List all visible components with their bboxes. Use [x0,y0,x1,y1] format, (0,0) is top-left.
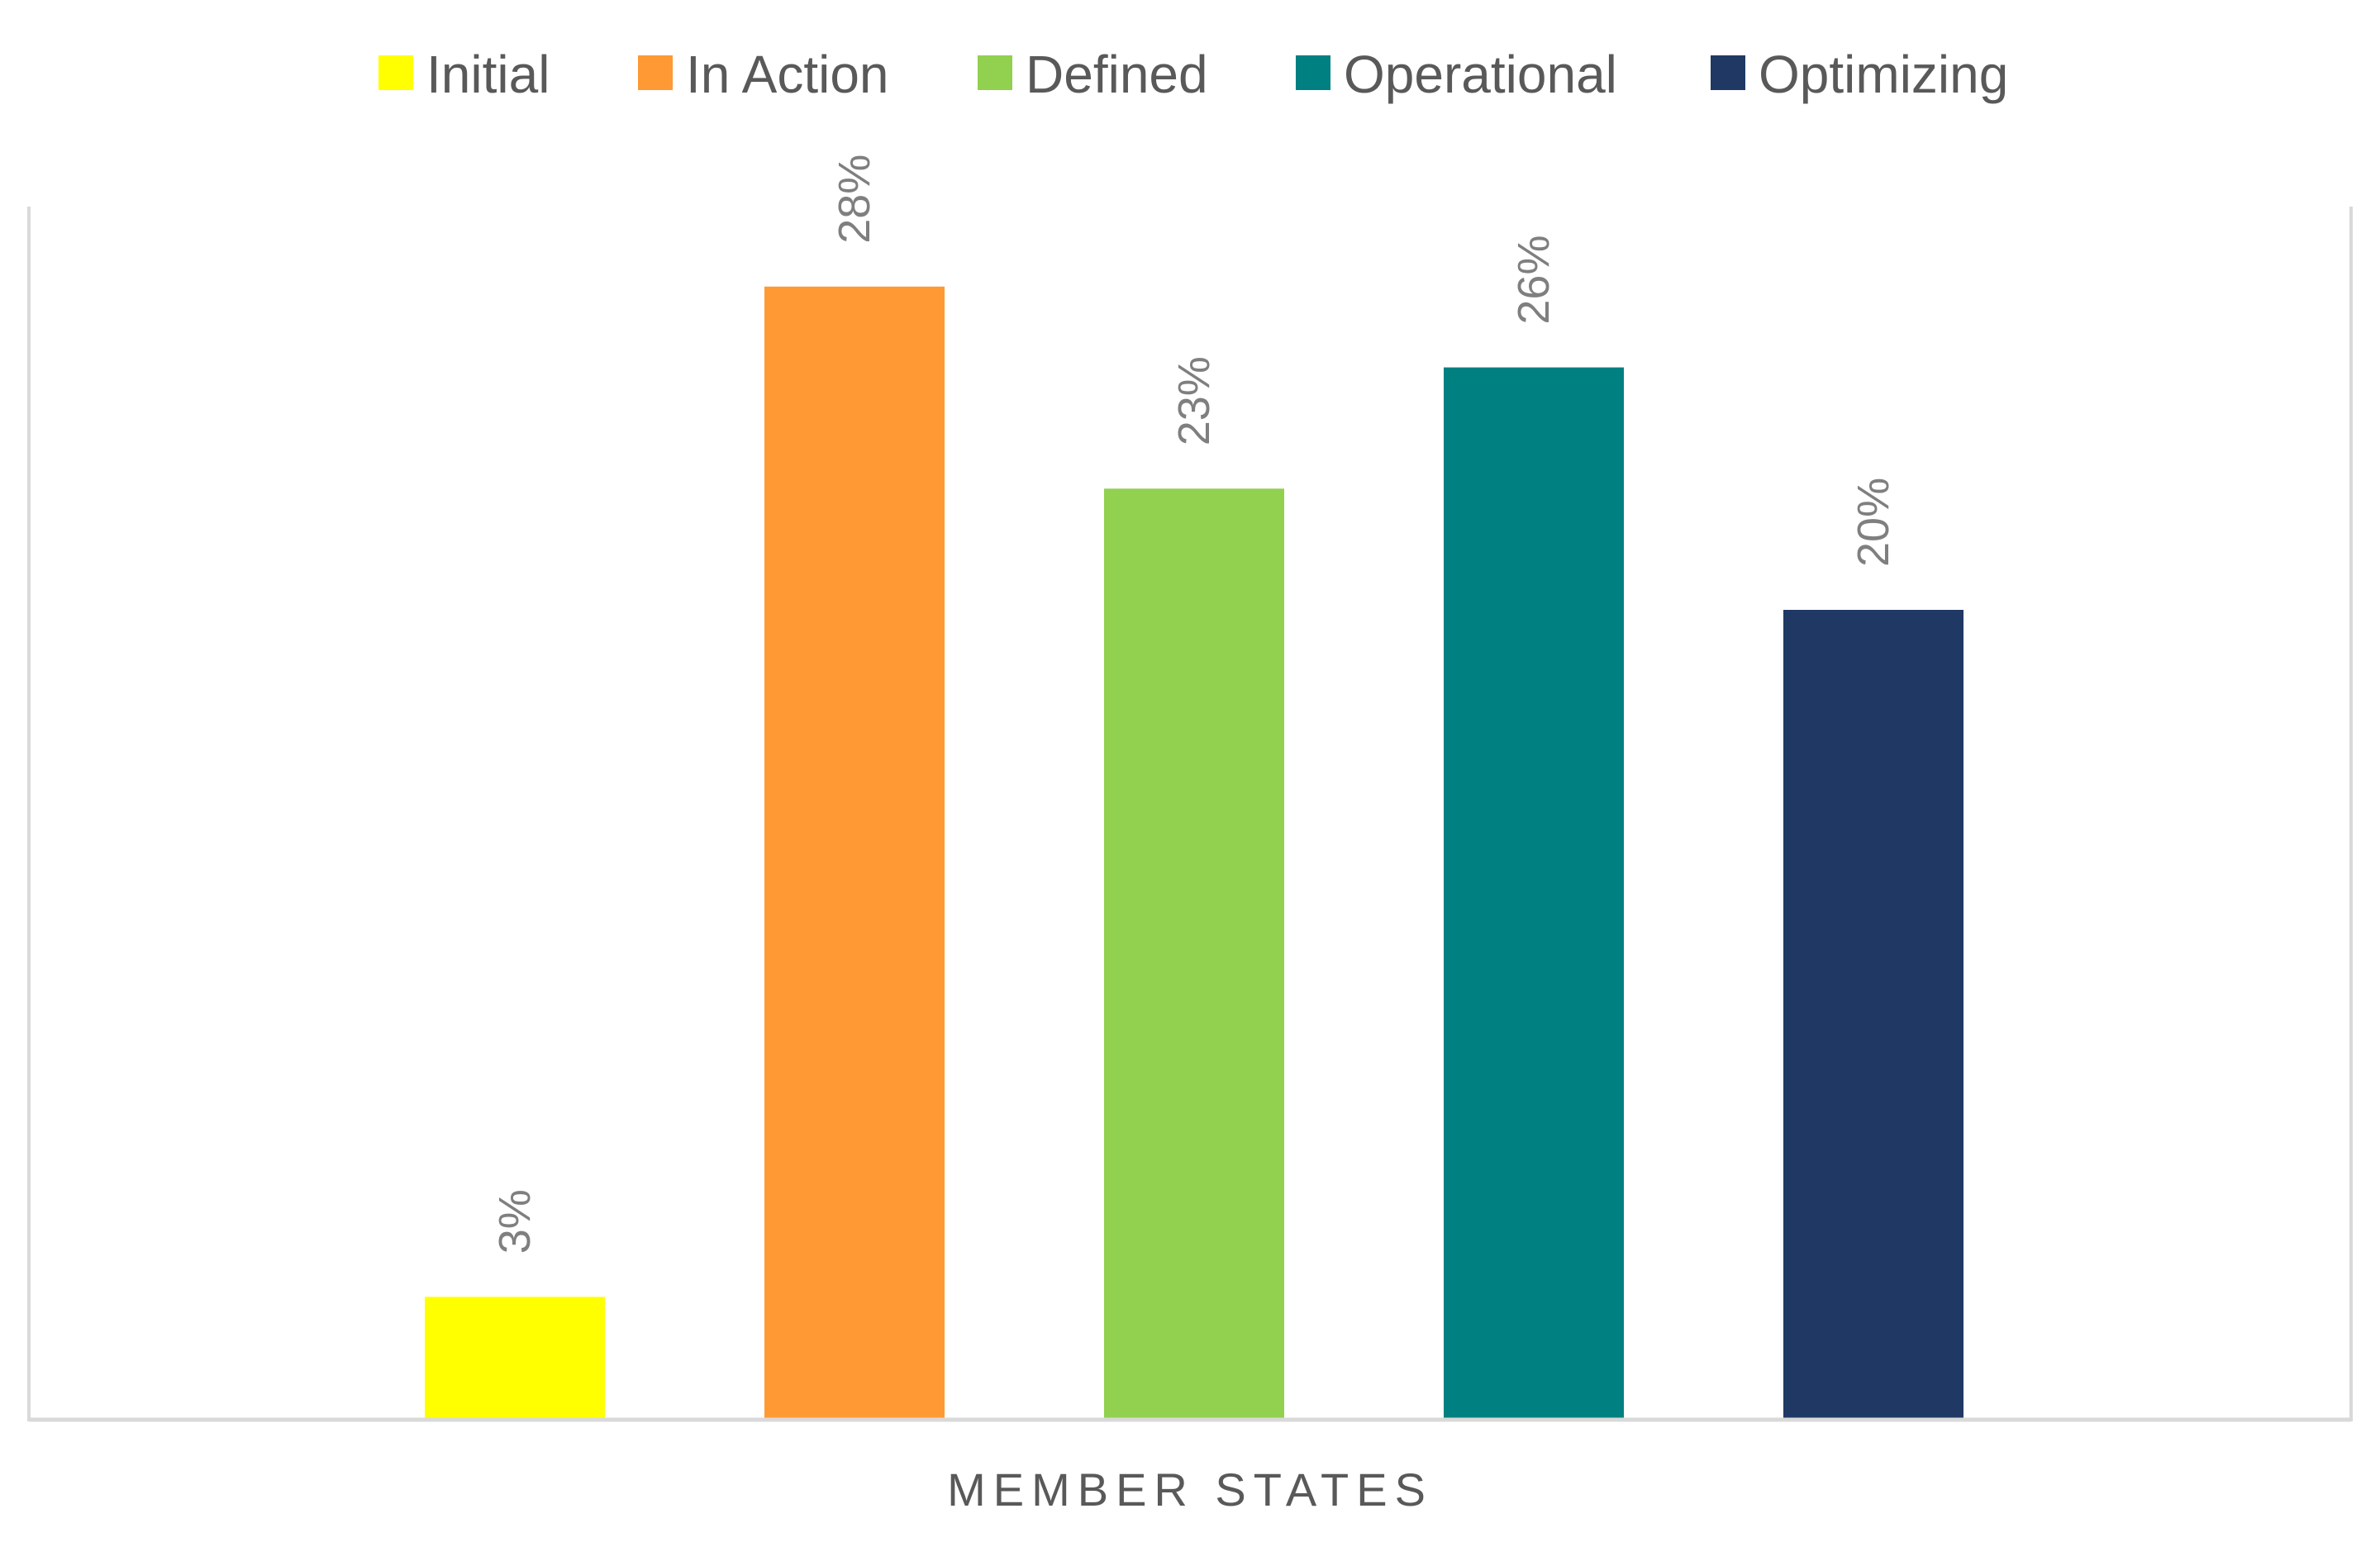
legend-swatch-initial [378,55,413,90]
legend-swatch-in-action [638,55,673,90]
data-label-optimizing: 20% [1849,478,1898,567]
bars [425,286,1963,1419]
x-axis-title: MEMBER STATES [947,1463,1433,1516]
bar-operational [1444,367,1624,1419]
data-label-in-action: 28% [830,155,879,244]
legend-label-operational: Operational [1344,45,1617,104]
data-labels: 3% 28% 23% 26% 20% [490,155,1898,1254]
legend-label-defined: Defined [1026,45,1208,104]
legend-swatch-operational [1296,55,1330,90]
bar-in-action [764,286,945,1418]
legend-swatch-optimizing [1711,55,1745,90]
data-label-operational: 26% [1509,236,1559,325]
legend-swatch-defined [978,55,1012,90]
bar-defined [1104,488,1284,1418]
data-label-defined: 23% [1169,356,1219,445]
legend-label-optimizing: Optimizing [1759,45,2008,104]
legend-label-in-action: In Action [686,45,889,104]
plot-frame [27,207,2353,1421]
bar-initial [425,1297,605,1418]
legend: Initial In Action Defined Operational Optimi… [378,45,2008,104]
legend-label-initial: Initial [426,45,550,104]
bar-optimizing [1783,610,1963,1418]
data-label-initial: 3% [490,1189,540,1254]
